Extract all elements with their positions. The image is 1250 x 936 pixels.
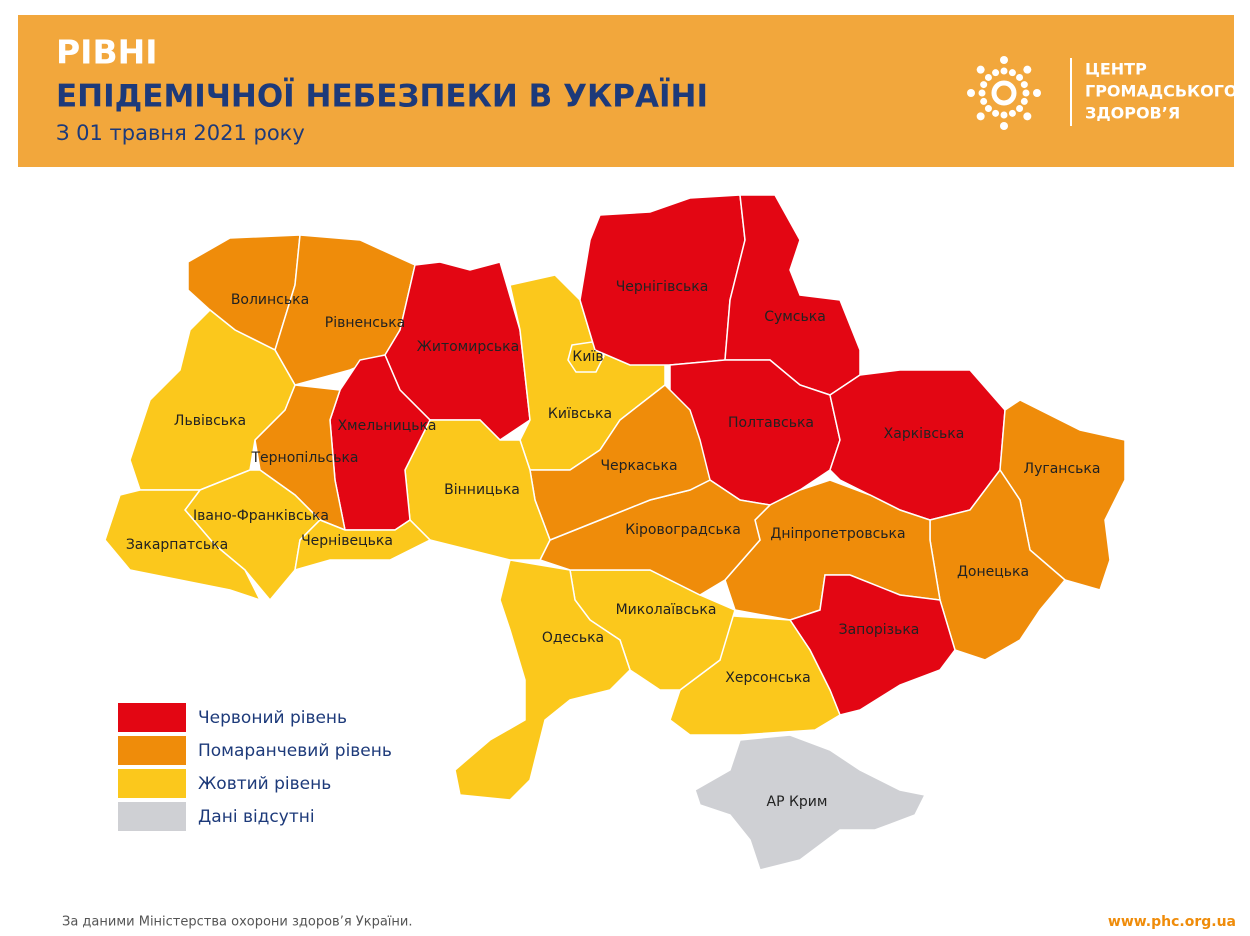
subtitle: З 01 травня 2021 року <box>56 121 305 145</box>
logo-ring <box>991 80 1017 106</box>
region-label: Вінницька <box>444 482 520 498</box>
logo-dot <box>980 81 988 89</box>
region-label: Харківська <box>884 426 965 442</box>
logo-dot <box>1016 105 1024 113</box>
region-label: Житомирська <box>417 339 519 355</box>
region-label: Херсонська <box>725 670 811 686</box>
region-label: Волинська <box>231 292 309 308</box>
region-label: Київська <box>548 406 612 422</box>
legend: Червоний рівень Помаранчевий рівень Жовтий… <box>118 703 392 831</box>
logo-dot <box>967 89 975 97</box>
region-label: Дніпропетровська <box>770 526 905 542</box>
logo-dot <box>992 69 1000 77</box>
map: Волинська Рівненська Житомирська Київська Ки… <box>104 194 1126 871</box>
region-label: Чернігівська <box>616 279 709 295</box>
logo-dot <box>1033 89 1041 97</box>
region-label: Луганська <box>1024 461 1101 477</box>
logo-dot <box>1020 97 1028 105</box>
region-label: Рівненська <box>325 315 406 331</box>
region <box>694 734 927 871</box>
region-label: Одеська <box>542 630 604 646</box>
logo-dot <box>1000 111 1008 119</box>
logo-dot <box>1023 65 1032 74</box>
logo-dot <box>984 73 992 81</box>
region-label: Чернівецька <box>301 533 393 549</box>
legend-swatch <box>118 769 186 798</box>
logo-dot <box>992 109 1000 117</box>
region <box>294 519 432 572</box>
logo-dot <box>1008 109 1016 117</box>
region-label: Київ <box>572 349 603 365</box>
region-label: Донецька <box>957 564 1029 580</box>
region-label: Хмельницька <box>337 418 436 434</box>
region <box>454 559 631 801</box>
region-label: Черкаська <box>600 458 677 474</box>
region-label: Кіровоградська <box>625 522 741 538</box>
region-label: Тернопільська <box>251 450 359 466</box>
footer-source: За даними Міністерства охорони здоров’я … <box>62 915 413 930</box>
region <box>529 384 711 541</box>
legend-swatch <box>118 736 186 765</box>
logo-dot <box>984 105 992 113</box>
logo-dot <box>1000 56 1008 64</box>
region <box>104 489 262 602</box>
region-label: Сумська <box>764 309 826 325</box>
logo-dot <box>980 97 988 105</box>
title: ЕПІДЕМІЧНОЇ НЕБЕЗПЕКИ В УКРАЇНІ <box>56 79 708 115</box>
region-label: Львівська <box>174 413 246 429</box>
legend-label: Червоний рівень <box>198 708 347 728</box>
region-label: Запорізька <box>839 622 920 638</box>
footer-url[interactable]: www.phc.org.ua <box>1108 914 1236 930</box>
title: РІВНІ <box>56 33 158 72</box>
logo-dot <box>976 112 985 121</box>
logo-dot <box>1008 69 1016 77</box>
logo-icon <box>967 56 1041 130</box>
logo-dot <box>1022 89 1030 97</box>
region-label: Івано-Франківська <box>193 508 329 524</box>
logo-dot <box>1016 73 1024 81</box>
region-label: Закарпатська <box>126 537 228 553</box>
header-band <box>18 15 1234 167</box>
legend-swatch <box>118 802 186 831</box>
logo-text: ЦЕНТР <box>1085 60 1147 79</box>
logo-dot <box>976 65 985 74</box>
legend-label: Жовтий рівень <box>198 774 331 794</box>
logo-dot <box>1000 67 1008 75</box>
logo-text: ГРОМАДСЬКОГО <box>1085 82 1238 101</box>
legend-label: Дані відсутні <box>198 807 315 827</box>
logo-dot <box>978 89 986 97</box>
legend-swatch <box>118 703 186 732</box>
logo-dot <box>1020 81 1028 89</box>
logo-dot <box>1000 122 1008 130</box>
region-label: Миколаївська <box>616 602 717 618</box>
logo-text: ЗДОРОВ’Я <box>1085 104 1180 123</box>
region-label: АР Крим <box>767 794 828 810</box>
logo-dot <box>1023 112 1032 121</box>
region-label: Полтавська <box>728 415 814 431</box>
legend-label: Помаранчевий рівень <box>198 741 392 761</box>
